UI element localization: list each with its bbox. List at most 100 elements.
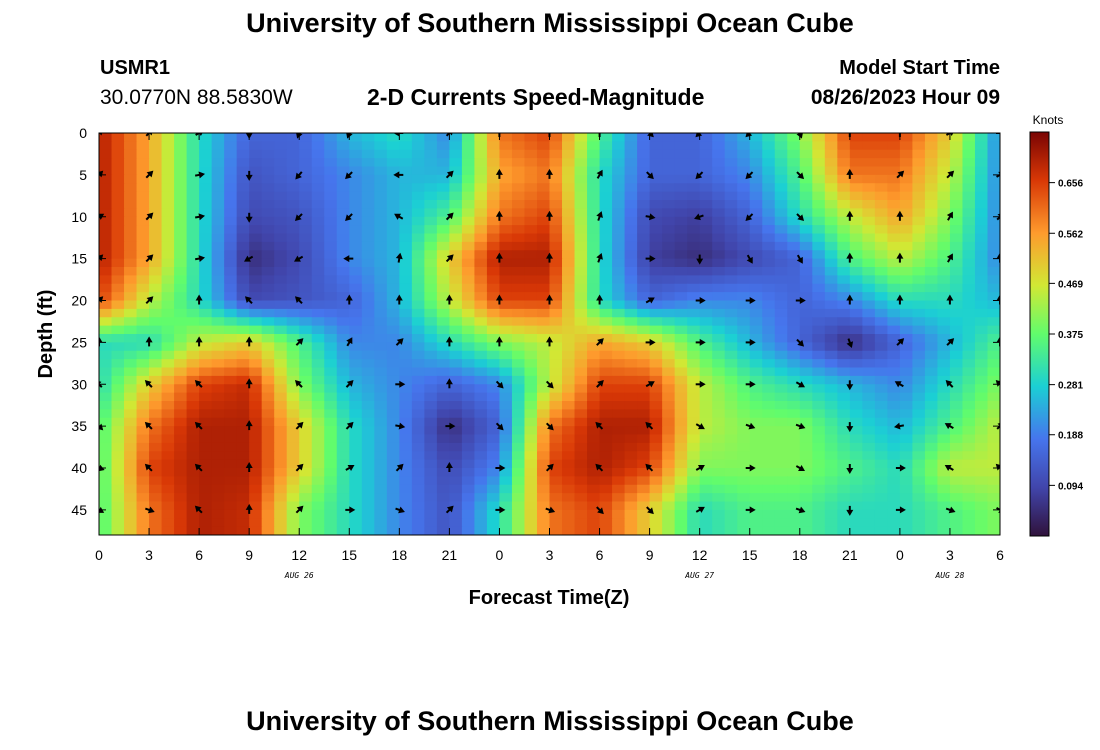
heatmap-cell (124, 375, 138, 385)
heatmap-cell (486, 166, 501, 176)
heatmap-cell (311, 526, 325, 535)
heatmap-cell (687, 476, 701, 486)
heatmap-cell (149, 174, 163, 184)
heatmap-cell (461, 208, 476, 218)
heatmap-cell (386, 367, 400, 377)
heatmap-cell (374, 292, 388, 302)
heatmap-cell (837, 267, 851, 276)
heatmap-cell (499, 208, 513, 218)
heatmap-cell (962, 133, 976, 142)
heatmap-cell (749, 476, 763, 486)
heatmap-cell (599, 509, 613, 519)
heatmap-cell (324, 225, 338, 235)
heatmap-cell (824, 216, 838, 226)
heatmap-cell (587, 300, 601, 310)
heatmap-cell (862, 174, 876, 184)
heatmap-cell (774, 350, 788, 360)
heatmap-cell (799, 300, 813, 310)
heatmap-cell (386, 493, 400, 503)
heatmap-cell (161, 392, 175, 402)
heatmap-cell (261, 149, 275, 159)
heatmap-cell (612, 342, 626, 352)
heatmap-cell (374, 166, 388, 176)
heatmap-cell (862, 434, 876, 444)
heatmap-cell (662, 334, 676, 343)
heatmap-cell (411, 401, 425, 410)
heatmap-cell (236, 325, 250, 335)
heatmap-cell (624, 359, 638, 369)
heatmap-cell (474, 258, 488, 268)
heatmap-cell (787, 283, 801, 293)
current-arrow (445, 254, 454, 263)
heatmap-cell (411, 518, 425, 528)
heatmap-cell (762, 250, 776, 260)
heatmap-cell (461, 367, 476, 377)
heatmap-cell (949, 250, 964, 260)
heatmap-cell (286, 442, 300, 452)
heatmap-cell (899, 359, 913, 369)
heatmap-cell (674, 409, 688, 419)
heatmap-cell (474, 442, 488, 452)
heatmap-cell (887, 509, 901, 519)
heatmap-cell (899, 442, 913, 452)
heatmap-cell (174, 191, 188, 201)
heatmap-cell (386, 384, 400, 394)
heatmap-cell (524, 300, 538, 310)
heatmap-cell (336, 241, 350, 251)
heatmap-cell (962, 233, 976, 243)
heatmap-cell (912, 250, 926, 260)
heatmap-cell (874, 241, 888, 251)
heatmap-cell (274, 426, 288, 436)
heatmap-cell (812, 250, 826, 260)
heatmap-cell (461, 174, 476, 184)
current-arrow (99, 296, 104, 305)
heatmap-cell (674, 174, 688, 184)
heatmap-cell (824, 442, 838, 452)
current-arrow (796, 171, 805, 180)
heatmap-cell (524, 526, 538, 535)
heatmap-cell (311, 216, 325, 226)
heatmap-cell (524, 208, 538, 218)
heatmap-cell (562, 133, 576, 142)
heatmap-cell (461, 426, 476, 436)
heatmap-cell (124, 459, 138, 469)
heatmap-cell (274, 292, 288, 302)
heatmap-cell (486, 384, 501, 394)
heatmap-cell (987, 476, 1000, 486)
heatmap-cell (511, 434, 526, 444)
heatmap-cell (887, 451, 901, 461)
heatmap-cell (924, 174, 939, 184)
heatmap-cell (411, 275, 425, 285)
heatmap-cell (224, 250, 238, 260)
heatmap-cell (136, 526, 150, 535)
heatmap-cell (311, 451, 325, 461)
heatmap-cell (299, 459, 313, 469)
heatmap-cell (749, 451, 763, 461)
heatmap-cell (274, 493, 288, 503)
heatmap-cell (249, 468, 263, 477)
heatmap-cell (749, 133, 763, 142)
heatmap-cell (874, 292, 888, 302)
heatmap-cell (712, 174, 726, 184)
heatmap-cell (299, 258, 313, 268)
heatmap-cell (499, 334, 513, 343)
heatmap-cell (674, 325, 688, 335)
heatmap-cell (624, 200, 638, 209)
heatmap-cell (399, 484, 413, 494)
heatmap-cell (411, 334, 425, 343)
heatmap-cell (224, 191, 238, 201)
heatmap-cell (549, 250, 563, 260)
heatmap-cell (562, 334, 576, 343)
heatmap-cell (274, 225, 288, 235)
heatmap-cell (299, 241, 313, 251)
heatmap-cell (912, 317, 926, 327)
heatmap-cell (224, 174, 238, 184)
current-arrow (194, 380, 203, 388)
heatmap-cell (299, 183, 313, 193)
current-arrow (99, 254, 104, 263)
heatmap-cell (749, 417, 763, 427)
heatmap-cell (99, 191, 113, 201)
heatmap-cell (549, 484, 563, 494)
heatmap-cell (799, 308, 813, 318)
heatmap-cell (812, 468, 826, 477)
